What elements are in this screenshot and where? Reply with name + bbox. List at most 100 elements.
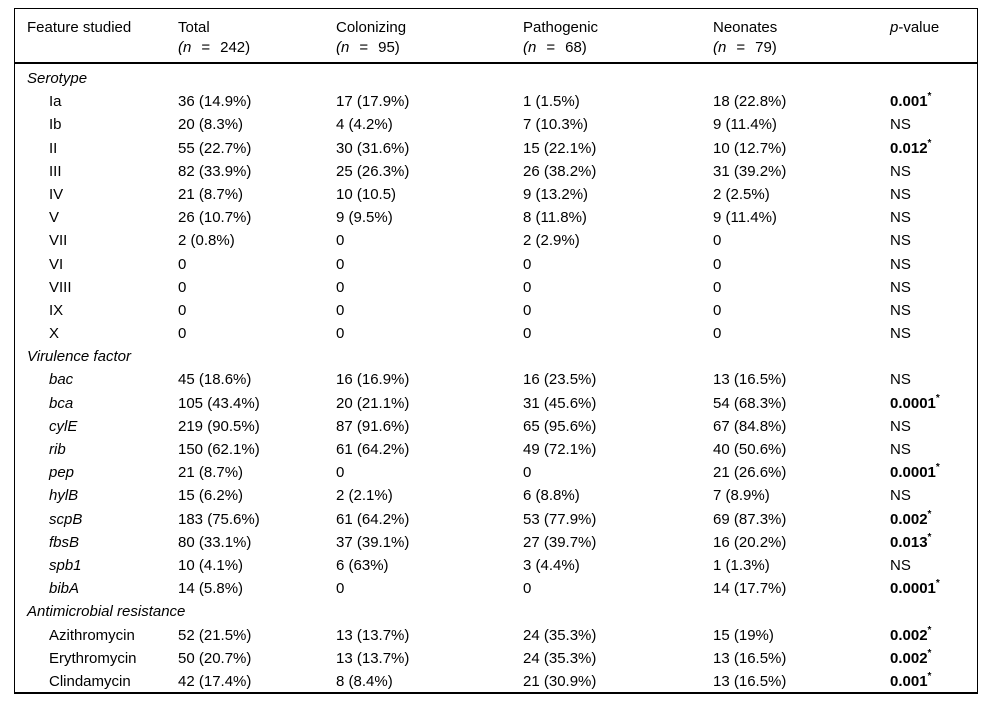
cell-colonizing: 16 (16.9%): [336, 371, 410, 389]
table-row: cylE 219 (90.5%) 87 (91.6%) 65 (95.6%) 67 (8…: [15, 415, 977, 438]
feature-label: scpB: [49, 510, 83, 528]
cell-total: 15 (6.2%): [178, 487, 244, 505]
cell-neonates: 9 (11.4%): [713, 209, 777, 227]
significance-asterisk: *: [927, 508, 932, 520]
column-header-total: Total (n = 242): [178, 18, 336, 58]
table-row: pep 21 (8.7%) 0 0 21 (26.6%) 0.0001*: [15, 461, 977, 484]
table-row: Azithromycin 52 (21.5%) 13 (13.7%) 24 (35.3…: [15, 624, 977, 647]
cell-neonates: 0: [713, 278, 722, 296]
cell-colonizing: 61 (64.2%): [336, 441, 410, 458]
cell-total: 26 (10.7%): [178, 209, 252, 227]
cell-pvalue: 0.002*: [890, 647, 932, 667]
cell-pvalue: NS: [890, 325, 911, 343]
table-row: scpB 183 (75.6%) 61 (64.2%) 53 (77.9%) 69 (8…: [15, 508, 977, 531]
table-row: V 26 (10.7%) 9 (9.5%) 8 (11.8%) 9 (11.4%) NS: [15, 206, 977, 229]
pvalue-header-p: p: [890, 19, 899, 36]
feature-label: Ib: [49, 116, 62, 134]
feature-header-label: Feature studied: [27, 19, 132, 36]
total-header-title: Total: [178, 19, 210, 36]
cell-pvalue: NS: [890, 162, 911, 180]
cell-pathogenic: 16 (23.5%): [523, 371, 597, 389]
table-row: bac 45 (18.6%) 16 (16.9%) 16 (23.5%) 13 (16.…: [15, 368, 977, 391]
cell-colonizing: 0: [336, 301, 345, 319]
section-title: Antimicrobial resistance: [27, 603, 186, 621]
significance-asterisk: *: [935, 392, 940, 404]
pvalue-header-suffix: -value: [898, 19, 940, 36]
cell-colonizing: 13 (13.7%): [336, 649, 410, 667]
study-features-table: Feature studied Total (n = 242) Colonizing…: [14, 8, 978, 694]
cell-neonates: 2 (2.5%): [713, 185, 770, 203]
cell-total: 0: [178, 278, 187, 296]
cell-colonizing: 4 (4.2%): [336, 116, 393, 134]
cell-total: 42 (17.4%): [178, 672, 252, 690]
feature-label: VI: [49, 255, 64, 273]
cell-neonates: 13 (16.5%): [713, 371, 787, 389]
feature-label: fbsB: [49, 533, 80, 551]
column-header-pvalue: p-value: [890, 18, 977, 38]
cell-neonates: 1 (1.3%): [713, 556, 770, 574]
cell-total: 10 (4.1%): [178, 556, 244, 574]
feature-label: Azithromycin: [49, 626, 135, 644]
table-row: IX 0 0 0 0 NS: [15, 299, 977, 322]
cell-pathogenic: 0: [523, 580, 532, 598]
cell-pvalue: NS: [890, 209, 911, 227]
cell-neonates: 31 (39.2%): [713, 162, 787, 180]
cell-neonates: 13 (16.5%): [713, 672, 787, 690]
cell-neonates: 10 (12.7%): [713, 139, 787, 157]
table-body: Serotype Ia 36 (14.9%) 17 (17.9%) 1 (1.5%) 18…: [15, 64, 977, 693]
cell-pvalue: 0.002*: [890, 624, 932, 644]
table-row: Clindamycin 42 (17.4%) 8 (8.4%) 21 (30.9%) 1…: [15, 670, 977, 693]
table-row: Ia 36 (14.9%) 17 (17.9%) 1 (1.5%) 18 (22.8%)…: [15, 90, 977, 113]
table-row: X 0 0 0 0 NS: [15, 322, 977, 345]
cell-pvalue: 0.0001*: [890, 462, 940, 482]
cell-total: 21 (8.7%): [178, 464, 244, 482]
table-row: bca 105 (43.4%) 20 (21.1%) 31 (45.6%) 54 (68…: [15, 392, 977, 415]
cell-colonizing: 2 (2.1%): [336, 487, 393, 505]
cell-pathogenic: 26 (38.2%): [523, 162, 597, 180]
cell-colonizing: 0: [336, 325, 345, 343]
cell-total: 45 (18.6%): [178, 371, 252, 389]
feature-label: cylE: [49, 417, 78, 435]
feature-label: X: [49, 325, 60, 343]
cell-total: 55 (22.7%): [178, 139, 252, 157]
cell-total: 82 (33.9%): [178, 162, 252, 180]
feature-label: rib: [49, 441, 66, 458]
feature-label: Erythromycin: [49, 649, 137, 667]
cell-neonates: 0: [713, 255, 722, 273]
cell-neonates: 14 (17.7%): [713, 580, 787, 598]
cell-total: 20 (8.3%): [178, 116, 244, 134]
cell-total: 150 (62.1%): [178, 441, 260, 458]
cell-total: 80 (33.1%): [178, 533, 252, 551]
cell-colonizing: 30 (31.6%): [336, 139, 410, 157]
cell-pvalue: NS: [890, 441, 911, 458]
feature-label: IX: [49, 301, 64, 319]
feature-label: hylB: [49, 487, 79, 505]
neonates-header-title: Neonates: [713, 19, 778, 36]
cell-neonates: 0: [713, 325, 722, 343]
cell-pvalue: 0.001*: [890, 91, 932, 111]
cell-neonates: 13 (16.5%): [713, 649, 787, 667]
table-row: II 55 (22.7%) 30 (31.6%) 15 (22.1%) 10 (12.7…: [15, 137, 977, 160]
cell-neonates: 9 (11.4%): [713, 116, 777, 134]
cell-pvalue: 0.002*: [890, 508, 932, 528]
cell-pathogenic: 8 (11.8%): [523, 209, 587, 227]
cell-total: 0: [178, 325, 187, 343]
column-header-colonizing: Colonizing (n = 95): [336, 18, 523, 58]
feature-label: Ia: [49, 93, 62, 111]
cell-pathogenic: 0: [523, 255, 532, 273]
significance-asterisk: *: [927, 670, 932, 682]
cell-colonizing: 17 (17.9%): [336, 93, 410, 111]
cell-colonizing: 61 (64.2%): [336, 510, 410, 528]
cell-colonizing: 0: [336, 232, 345, 250]
cell-pvalue: NS: [890, 371, 911, 389]
cell-colonizing: 10 (10.5): [336, 185, 397, 203]
pathogenic-header-title: Pathogenic: [523, 19, 599, 36]
cell-pvalue: 0.0001*: [890, 392, 940, 412]
cell-pvalue: NS: [890, 232, 911, 250]
cell-colonizing: 8 (8.4%): [336, 672, 393, 690]
significance-asterisk: *: [927, 137, 932, 149]
cell-pathogenic: 24 (35.3%): [523, 649, 597, 667]
feature-label: bca: [49, 394, 74, 412]
cell-colonizing: 9 (9.5%): [336, 209, 393, 227]
cell-pvalue: 0.013*: [890, 531, 932, 551]
